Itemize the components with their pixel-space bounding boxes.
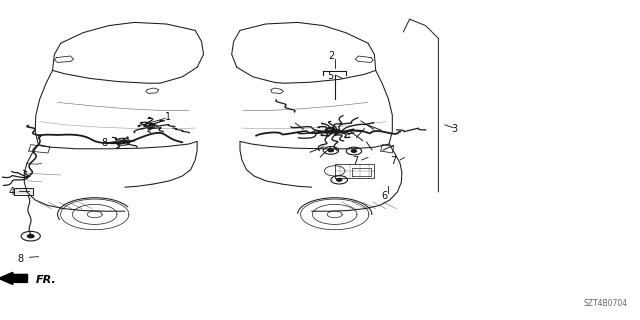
Text: 6: 6 — [381, 191, 387, 201]
Circle shape — [351, 150, 356, 152]
Text: SZT4B0704: SZT4B0704 — [583, 299, 627, 308]
Text: 4: 4 — [8, 187, 15, 197]
Text: 2: 2 — [328, 51, 335, 61]
Text: 3: 3 — [451, 124, 458, 134]
FancyBboxPatch shape — [14, 188, 33, 195]
Text: 8: 8 — [101, 138, 108, 148]
Text: 7: 7 — [352, 156, 358, 166]
Text: 8: 8 — [17, 253, 24, 264]
Text: 7: 7 — [390, 156, 397, 166]
Circle shape — [337, 179, 342, 181]
FancyArrow shape — [0, 272, 28, 284]
Text: FR.: FR. — [36, 275, 56, 285]
Text: 1: 1 — [164, 112, 171, 122]
Circle shape — [28, 235, 34, 238]
Circle shape — [328, 149, 333, 152]
Text: 5: 5 — [327, 71, 333, 81]
